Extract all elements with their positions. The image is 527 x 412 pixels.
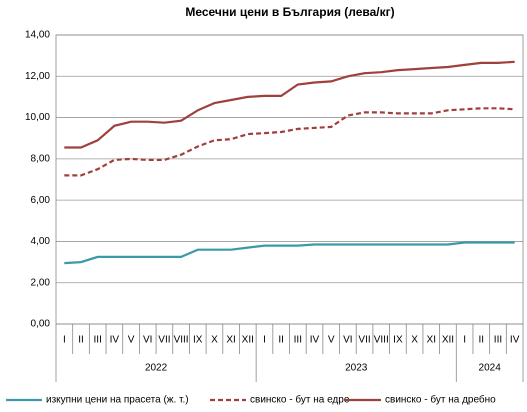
x-tick-label: VII [158, 335, 170, 346]
x-tick-label: VI [143, 335, 152, 346]
series-line [64, 60, 515, 149]
x-tick-label: V [328, 335, 335, 346]
x-tick-label: IV [310, 335, 320, 346]
x-tick-label: IV [110, 335, 120, 346]
x-tick-label: IV [510, 335, 520, 346]
x-tick-label: IX [393, 335, 403, 346]
x-tick-label: II [278, 335, 284, 346]
x-group-label: 2022 [145, 363, 168, 374]
x-tick-label: II [479, 335, 485, 346]
y-tick-label: 10,00 [25, 112, 50, 123]
y-tick-label: 8,00 [31, 153, 51, 164]
x-group-label: 2024 [479, 363, 502, 374]
x-tick-label: VII [358, 335, 370, 346]
x-tick-label: II [78, 335, 84, 346]
y-tick-label: 12,00 [25, 71, 50, 82]
x-tick-label: XI [226, 335, 235, 346]
x-tick-label: VIII [174, 335, 189, 346]
series-line [64, 241, 515, 265]
series-line [64, 107, 515, 177]
x-tick-label: X [411, 335, 418, 346]
x-tick-label: IX [193, 335, 203, 346]
x-tick-label: VI [343, 335, 352, 346]
y-tick-label: 2,00 [31, 277, 51, 288]
x-tick-label: III [94, 335, 102, 346]
legend-label: свинско - бут на едро [250, 394, 350, 406]
y-tick-label: 14,00 [25, 30, 50, 41]
x-tick-label: V [128, 335, 135, 346]
chart-title: Месечни цени в България (лева/кг) [185, 5, 394, 19]
x-tick-label: III [294, 335, 302, 346]
x-tick-label: III [494, 335, 502, 346]
legend-label: изкупни цени на прасета (ж. т.) [46, 395, 189, 406]
legend-label: свинско - бут на дребно [385, 394, 496, 406]
x-tick-label: XII [442, 335, 454, 346]
x-tick-label: I [463, 335, 466, 346]
x-tick-label: XI [427, 335, 436, 346]
y-tick-label: 0,00 [31, 319, 51, 330]
y-tick-label: 4,00 [31, 236, 51, 247]
x-tick-label: I [263, 335, 266, 346]
x-tick-label: VIII [374, 335, 389, 346]
x-tick-label: I [63, 335, 66, 346]
x-tick-label: XII [242, 335, 254, 346]
x-group-label: 2023 [345, 363, 368, 374]
y-tick-label: 6,00 [31, 195, 51, 206]
x-tick-label: X [211, 335, 218, 346]
